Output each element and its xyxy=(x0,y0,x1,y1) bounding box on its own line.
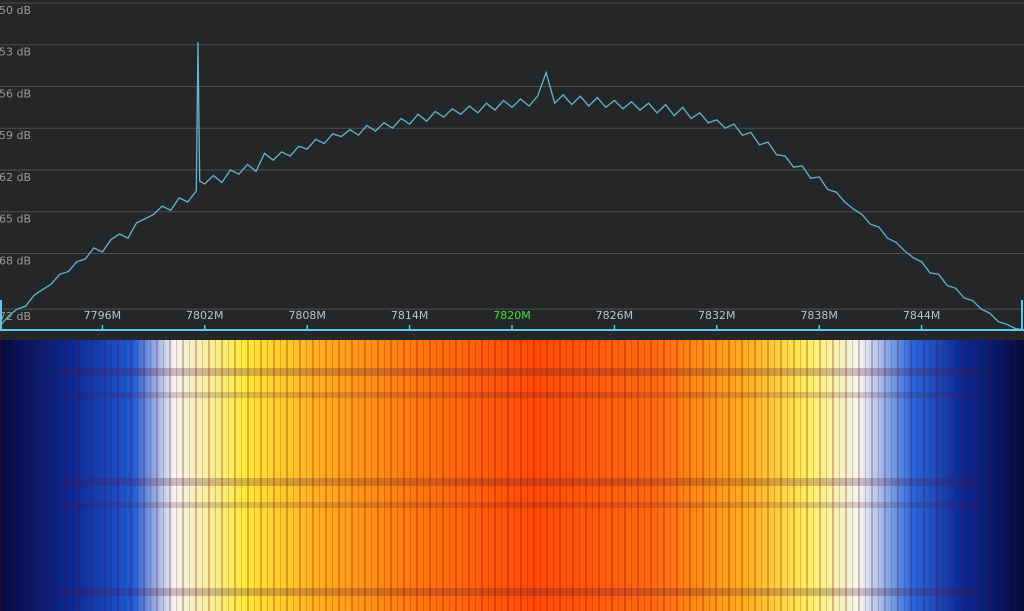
x-tick-label: 7796M xyxy=(84,309,122,322)
y-tick-label: -68 dB xyxy=(0,254,31,267)
y-tick-label: -53 dB xyxy=(0,46,31,59)
y-tick-label: -50 dB xyxy=(0,4,31,17)
x-tick-label: 7832M xyxy=(698,309,736,322)
x-tick-label: 7838M xyxy=(800,309,838,322)
x-tick-label: 7844M xyxy=(903,309,941,322)
x-tick-label: 7814M xyxy=(391,309,429,322)
y-tick-label: -56 dB xyxy=(0,87,31,100)
spectrum-chart: -50 dB -53 dB -56 dB -59 dB -62 dB -65 dB -68 … xyxy=(0,0,1024,340)
x-tick-label: 7820M xyxy=(493,309,531,322)
y-tick-label: -59 dB xyxy=(0,129,31,142)
spectrum-line xyxy=(0,42,1024,330)
y-tick-label: -65 dB xyxy=(0,213,31,226)
axis-band xyxy=(0,331,1024,340)
x-tick-label: 7826M xyxy=(596,309,634,322)
waterfall-bands xyxy=(60,340,980,611)
y-tick-label: -62 dB xyxy=(0,171,31,184)
x-tick-label: 7808M xyxy=(288,309,326,322)
x-tick-label: 7802M xyxy=(186,309,224,322)
